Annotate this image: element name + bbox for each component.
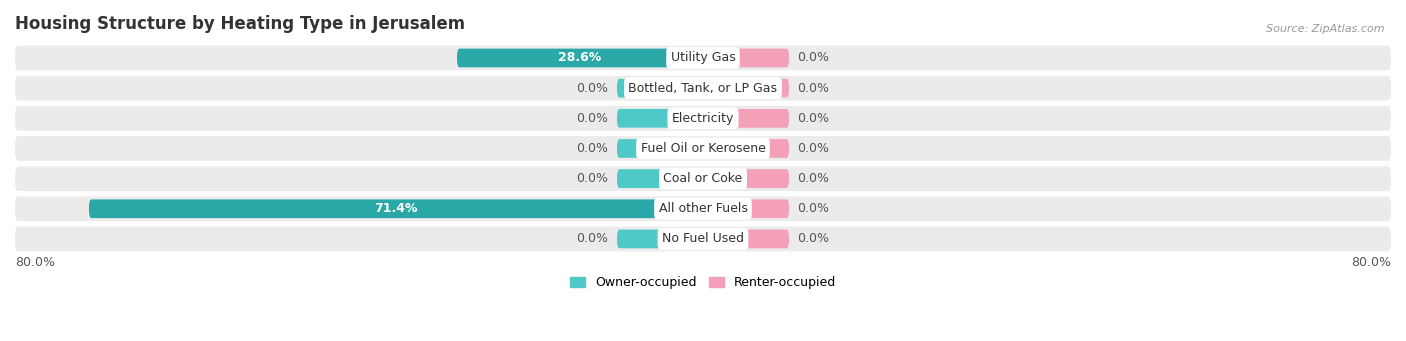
FancyBboxPatch shape [703,109,789,128]
Text: 0.0%: 0.0% [576,112,609,125]
Text: 71.4%: 71.4% [374,202,418,215]
FancyBboxPatch shape [457,49,703,67]
Text: Source: ZipAtlas.com: Source: ZipAtlas.com [1267,24,1385,34]
Text: 0.0%: 0.0% [797,51,830,64]
Text: Electricity: Electricity [672,112,734,125]
FancyBboxPatch shape [15,106,1391,131]
Text: 0.0%: 0.0% [576,142,609,155]
FancyBboxPatch shape [15,136,1391,161]
FancyBboxPatch shape [703,139,789,158]
FancyBboxPatch shape [703,169,789,188]
FancyBboxPatch shape [703,79,789,98]
Legend: Owner-occupied, Renter-occupied: Owner-occupied, Renter-occupied [565,271,841,294]
Text: 80.0%: 80.0% [1351,255,1391,268]
FancyBboxPatch shape [617,139,703,158]
FancyBboxPatch shape [15,76,1391,101]
FancyBboxPatch shape [617,229,703,248]
FancyBboxPatch shape [89,199,703,218]
Text: Fuel Oil or Kerosene: Fuel Oil or Kerosene [641,142,765,155]
Text: Housing Structure by Heating Type in Jerusalem: Housing Structure by Heating Type in Jer… [15,15,465,33]
FancyBboxPatch shape [703,49,789,67]
Text: All other Fuels: All other Fuels [658,202,748,215]
FancyBboxPatch shape [617,109,703,128]
Text: 0.0%: 0.0% [797,202,830,215]
Text: 0.0%: 0.0% [576,233,609,246]
FancyBboxPatch shape [617,169,703,188]
Text: 0.0%: 0.0% [576,81,609,95]
FancyBboxPatch shape [15,46,1391,70]
Text: 0.0%: 0.0% [576,172,609,185]
Text: 0.0%: 0.0% [797,172,830,185]
Text: 0.0%: 0.0% [797,112,830,125]
FancyBboxPatch shape [15,226,1391,251]
FancyBboxPatch shape [15,166,1391,191]
Text: Bottled, Tank, or LP Gas: Bottled, Tank, or LP Gas [628,81,778,95]
FancyBboxPatch shape [703,229,789,248]
Text: Utility Gas: Utility Gas [671,51,735,64]
Text: Coal or Coke: Coal or Coke [664,172,742,185]
FancyBboxPatch shape [617,79,703,98]
FancyBboxPatch shape [703,199,789,218]
Text: 0.0%: 0.0% [797,142,830,155]
FancyBboxPatch shape [15,196,1391,221]
Text: No Fuel Used: No Fuel Used [662,233,744,246]
Text: 0.0%: 0.0% [797,233,830,246]
Text: 0.0%: 0.0% [797,81,830,95]
Text: 28.6%: 28.6% [558,51,602,64]
Text: 80.0%: 80.0% [15,255,55,268]
